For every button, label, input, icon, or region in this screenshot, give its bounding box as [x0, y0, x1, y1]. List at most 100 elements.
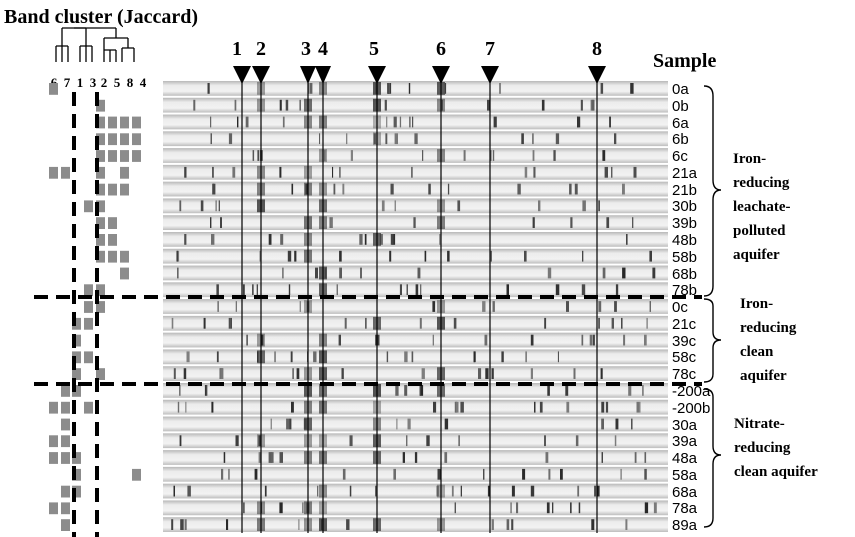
- gel-band: [286, 418, 289, 430]
- gel-band: [257, 150, 260, 161]
- gel-band: [614, 301, 617, 312]
- lane-label: 0a: [672, 81, 689, 98]
- cluster-cell: [61, 452, 70, 464]
- cluster-cell: [96, 217, 105, 229]
- gel-band: [380, 234, 383, 245]
- gel-band: [615, 284, 619, 296]
- gel-band: [373, 133, 376, 145]
- gel-band: [602, 267, 606, 279]
- gel-band: [365, 317, 367, 329]
- gel-band: [217, 301, 219, 312]
- gel-band: [389, 250, 392, 262]
- gel-band: [342, 183, 345, 195]
- gel-band: [246, 334, 248, 346]
- gel-band: [319, 133, 321, 145]
- gel-band: [390, 183, 394, 195]
- gel-band: [426, 435, 430, 447]
- gel-band: [220, 217, 222, 228]
- gel-band: [179, 200, 182, 212]
- gel-band: [645, 502, 649, 514]
- gel-band: [393, 468, 396, 480]
- gel-band: [553, 150, 556, 161]
- gel-band: [517, 183, 521, 195]
- gel-band: [360, 267, 362, 279]
- gel-band: [604, 166, 608, 178]
- gel-band: [204, 385, 207, 396]
- gel-band: [511, 519, 514, 530]
- gel-band: [179, 435, 182, 447]
- gel-band: [614, 435, 617, 447]
- gel-band: [270, 452, 274, 463]
- gel-band: [388, 83, 390, 94]
- gel-band: [243, 502, 245, 514]
- gel-band: [315, 267, 318, 279]
- gel-band: [274, 351, 276, 363]
- gel-band: [530, 485, 535, 497]
- gel-band: [346, 133, 348, 145]
- lane-label: 6a: [672, 115, 689, 132]
- jaccard-dendrogram: [55, 27, 135, 62]
- cluster-label-6: 6: [50, 75, 58, 90]
- gel-band: [499, 83, 501, 94]
- gel-band: [598, 317, 600, 329]
- gel-band: [279, 502, 283, 514]
- cluster-cell: [84, 301, 93, 313]
- gel-band: [282, 267, 284, 279]
- gel-band: [636, 401, 639, 413]
- cluster-label-3: 3: [89, 75, 97, 90]
- gel-band: [333, 183, 336, 195]
- cluster-cell: [84, 200, 93, 213]
- cluster-cell: [72, 334, 81, 347]
- gel-band: [200, 200, 204, 212]
- cluster-label-4: 4: [139, 75, 147, 90]
- gel-band: [447, 183, 450, 195]
- gel-band: [184, 234, 187, 245]
- gel-band: [396, 418, 398, 430]
- gel-band: [424, 250, 427, 262]
- cluster-cell: [84, 401, 93, 414]
- gel-band: [223, 452, 226, 463]
- lane-label: 58b: [672, 249, 698, 266]
- lane-label: 6c: [672, 148, 688, 165]
- gel-band: [420, 284, 422, 296]
- lane-label: 39b: [672, 215, 698, 232]
- gel-band: [591, 99, 595, 111]
- cluster-cell: [61, 502, 70, 515]
- group-label-leachate: Iron-reducing leachate-polluted aquifer: [733, 151, 791, 263]
- gel-band: [444, 418, 449, 430]
- gel-band: [598, 200, 600, 212]
- gel-band: [541, 99, 545, 111]
- cluster-label-1: 1: [76, 75, 84, 90]
- gel-band: [544, 317, 547, 329]
- cluster-cell: [108, 234, 117, 246]
- gel-band: [644, 452, 647, 463]
- gel-band: [344, 317, 347, 329]
- cluster-cell: [61, 435, 70, 448]
- gel-lane: [163, 416, 668, 432]
- gel-band: [484, 334, 488, 346]
- gel-lane: [163, 97, 668, 113]
- gel-band: [392, 234, 396, 245]
- gel-band: [339, 267, 342, 279]
- gel-band: [573, 368, 576, 379]
- gel-band: [422, 150, 424, 161]
- gel-band: [212, 183, 216, 195]
- gel-band: [478, 368, 482, 379]
- gel-band: [530, 368, 533, 379]
- gel-band: [185, 401, 187, 413]
- cluster-cell: [61, 519, 70, 531]
- gel-band: [186, 351, 190, 363]
- gel-band: [384, 99, 387, 111]
- gel-band: [409, 116, 411, 128]
- gel-band: [394, 200, 396, 212]
- cluster-cell: [120, 183, 129, 196]
- gel-band: [592, 334, 595, 346]
- group-braces: [703, 85, 722, 528]
- gel-band: [451, 485, 454, 497]
- gel-band: [215, 200, 217, 212]
- gel-band: [555, 133, 560, 145]
- gel-band: [173, 368, 176, 379]
- gel-band: [630, 83, 634, 94]
- gel-band: [598, 301, 602, 312]
- gel-lane: [163, 315, 668, 331]
